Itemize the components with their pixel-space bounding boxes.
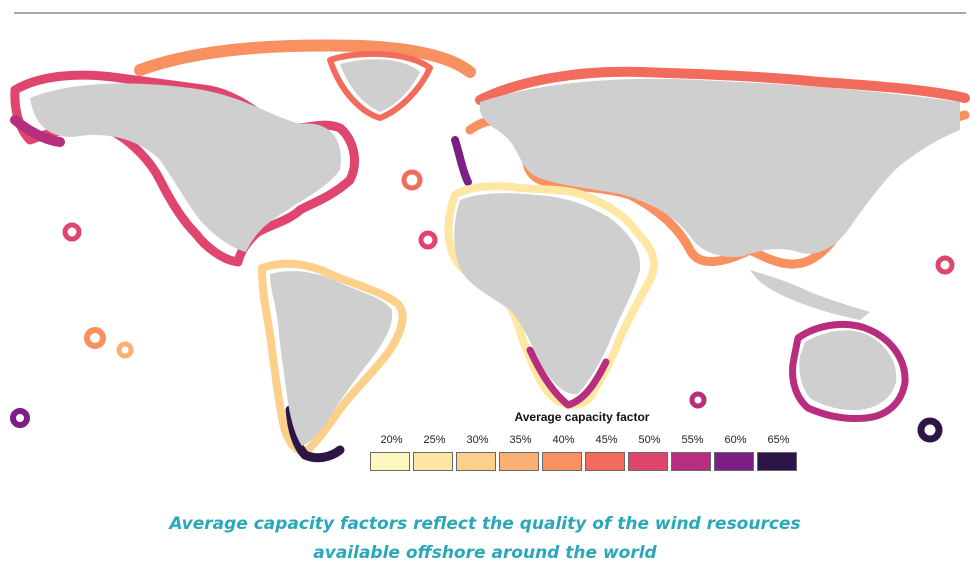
east-asia-spot (935, 255, 955, 275)
australia-coast (789, 321, 909, 422)
legend-swatch (413, 452, 453, 471)
legend-label: 35% (509, 434, 532, 446)
legend-swatch (757, 452, 797, 471)
legend-swatch (499, 452, 539, 471)
legend-swatch (542, 452, 582, 471)
legend-label: 30% (466, 434, 489, 446)
top-divider (14, 12, 966, 14)
legend-label: 55% (681, 434, 704, 446)
legend-swatch (370, 452, 410, 471)
pacific-spot (116, 341, 134, 359)
legend-swatch (585, 452, 625, 471)
atlantic-spot (401, 169, 423, 191)
indian-ocean-spot (689, 391, 707, 409)
pacific-spot (62, 222, 82, 242)
alaska-coast (10, 115, 65, 147)
legend-swatch (456, 452, 496, 471)
caption-line-2: available offshore around the world (313, 543, 657, 563)
pacific-spot (84, 327, 106, 349)
greenland-land (340, 59, 420, 112)
south-america-coast (258, 259, 407, 456)
legend-label: 50% (638, 434, 661, 446)
patagonia-coast (285, 405, 345, 463)
legend-title: Average capacity factor (514, 410, 650, 424)
eurasia-land (479, 78, 960, 258)
eurasia-north-coast (475, 66, 970, 105)
africa-land (454, 193, 641, 395)
legend-swatch (671, 452, 711, 471)
legend-label: 45% (595, 434, 618, 446)
caption-line-1: Average capacity factors reflect the qua… (169, 514, 801, 534)
legend-label: 60% (724, 434, 747, 446)
south-america-land (270, 271, 393, 446)
legend-label: 65% (767, 434, 790, 446)
caption: Average capacity factors reflect the qua… (0, 510, 970, 568)
legend-swatches (370, 452, 800, 471)
south-pacific-spot (10, 408, 30, 428)
arctic-greenland-coast (134, 39, 476, 78)
greenland-coast (327, 50, 433, 121)
legend-label: 20% (380, 434, 403, 446)
capacity-factor-legend: Average capacity factor 20% 25% 30% 35% … (370, 410, 800, 471)
legend-label: 25% (423, 434, 446, 446)
new-zealand-spot (917, 417, 943, 443)
atlantic-spot (418, 230, 438, 250)
australia-land (799, 330, 897, 411)
legend-swatch (714, 452, 754, 471)
north-sea-coast (451, 136, 472, 186)
legend-label: 40% (552, 434, 575, 446)
legend-labels: 20% 25% 30% 35% 40% 45% 50% 55% 60% 65% (370, 434, 800, 446)
legend-swatch (628, 452, 668, 471)
southeast-asia-land (750, 270, 870, 320)
world-map (0, 20, 970, 490)
south-africa-coast (526, 346, 610, 409)
north-america-land (30, 83, 341, 252)
